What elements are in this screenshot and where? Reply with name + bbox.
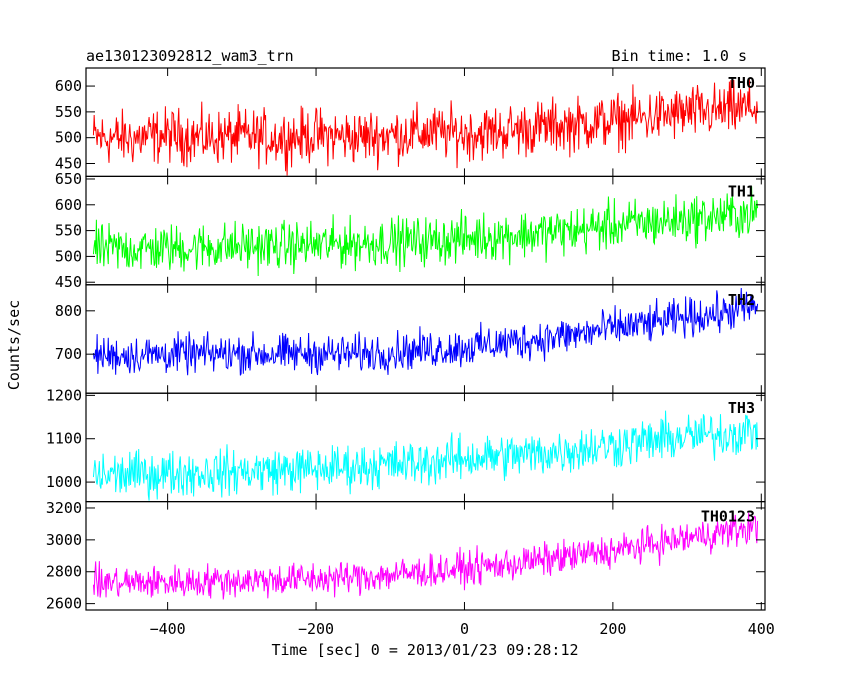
y-tick-label: 500: [55, 247, 82, 265]
y-tick-label: 700: [55, 345, 82, 363]
panels-group: 450 500 550 600 TH0 450 500 550 600 650 TH1 700 800 T…: [46, 67, 766, 613]
series-th0123: [92, 512, 759, 600]
series-th2: [92, 288, 759, 376]
band-label-th0: TH0: [728, 74, 755, 92]
y-tick-label: 1000: [46, 473, 82, 491]
bin-time-label: Bin time: 1.0 s: [612, 47, 747, 65]
x-tick-label: −400: [150, 620, 186, 638]
y-tick-label: 1200: [46, 386, 82, 404]
y-tick-label: 650: [55, 170, 82, 188]
y-tick-label: 450: [55, 154, 82, 172]
x-axis-label: Time [sec] 0 = 2013/01/23 09:28:12: [271, 641, 578, 659]
y-tick-label: 1100: [46, 430, 82, 448]
panel-frame: [85, 501, 766, 611]
y-tick-label: 3200: [46, 499, 82, 517]
chart-title: ae130123092812_wam3_trn: [86, 47, 294, 65]
band-label-th1: TH1: [728, 182, 755, 200]
series-th3: [92, 410, 759, 501]
y-tick-label: 550: [55, 103, 82, 121]
panel-th0123: 2600 2800 3000 3200 TH0123: [46, 499, 766, 613]
panel-frame: [85, 284, 766, 394]
band-label-th0123: TH0123: [701, 508, 755, 526]
series-th1: [92, 186, 759, 277]
x-axis: −400 −200 0 200 400: [150, 620, 775, 638]
x-tick-label: 200: [599, 620, 626, 638]
x-tick-label: 0: [460, 620, 469, 638]
panel-th2: 700 800 TH2: [55, 284, 766, 394]
panel-th0: 450 500 550 600 TH0: [55, 67, 766, 178]
y-axis-label: Counts/sec: [5, 300, 23, 390]
y-tick-label: 550: [55, 222, 82, 240]
y-tick-label: 500: [55, 129, 82, 147]
band-label-th3: TH3: [728, 399, 755, 417]
series-th0: [92, 79, 759, 176]
x-tick-label: −200: [298, 620, 334, 638]
y-tick-label: 3000: [46, 531, 82, 549]
band-label-th2: TH2: [728, 291, 755, 309]
y-tick-label: 600: [55, 77, 82, 95]
panel-th3: 1000 1100 1200 TH3: [46, 386, 766, 503]
y-tick-label: 450: [55, 273, 82, 291]
y-tick-label: 800: [55, 302, 82, 320]
y-tick-label: 2600: [46, 595, 82, 613]
y-tick-label: 2800: [46, 563, 82, 581]
panel-frame: [85, 392, 766, 503]
y-tick-label: 600: [55, 196, 82, 214]
x-tick-label: 400: [748, 620, 775, 638]
panel-th1: 450 500 550 600 650 TH1: [55, 170, 766, 291]
